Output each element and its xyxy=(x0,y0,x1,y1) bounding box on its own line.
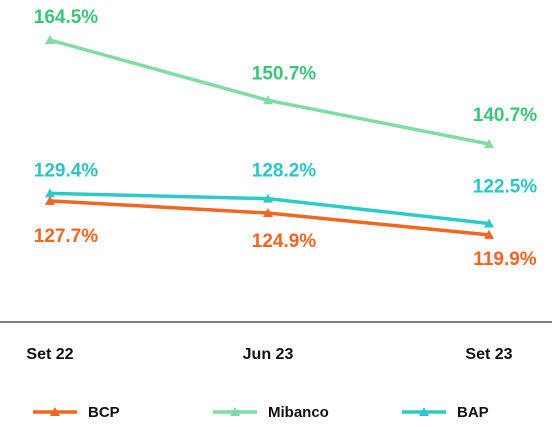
value-label: 164.5% xyxy=(34,7,99,28)
value-label: 129.4% xyxy=(34,160,99,181)
marker xyxy=(484,139,494,149)
x-tick-label: Set 23 xyxy=(465,346,512,363)
x-tick-label: Set 22 xyxy=(26,346,73,363)
legend-marker xyxy=(50,407,60,416)
legend-marker xyxy=(419,407,429,416)
value-label: 122.5% xyxy=(473,177,538,198)
value-label: 140.7% xyxy=(473,105,538,126)
marker xyxy=(45,188,55,198)
legend-label: BAP xyxy=(457,404,489,421)
value-label: 119.9% xyxy=(473,249,536,270)
value-label: 124.9% xyxy=(252,231,317,252)
value-label: 127.7% xyxy=(34,226,99,247)
marker xyxy=(484,229,494,239)
marker xyxy=(263,208,273,218)
x-tick-label: Jun 23 xyxy=(243,346,294,363)
marker xyxy=(263,193,273,203)
marker xyxy=(263,95,273,105)
marker xyxy=(45,35,55,44)
legend-label: BCP xyxy=(88,404,120,421)
legend-label: Mibanco xyxy=(268,404,329,421)
marker xyxy=(484,218,494,228)
legend-marker xyxy=(230,407,240,416)
series-line xyxy=(49,38,490,146)
value-label: 128.2% xyxy=(252,161,317,182)
marker xyxy=(45,195,55,205)
value-label: 150.7% xyxy=(252,63,317,84)
